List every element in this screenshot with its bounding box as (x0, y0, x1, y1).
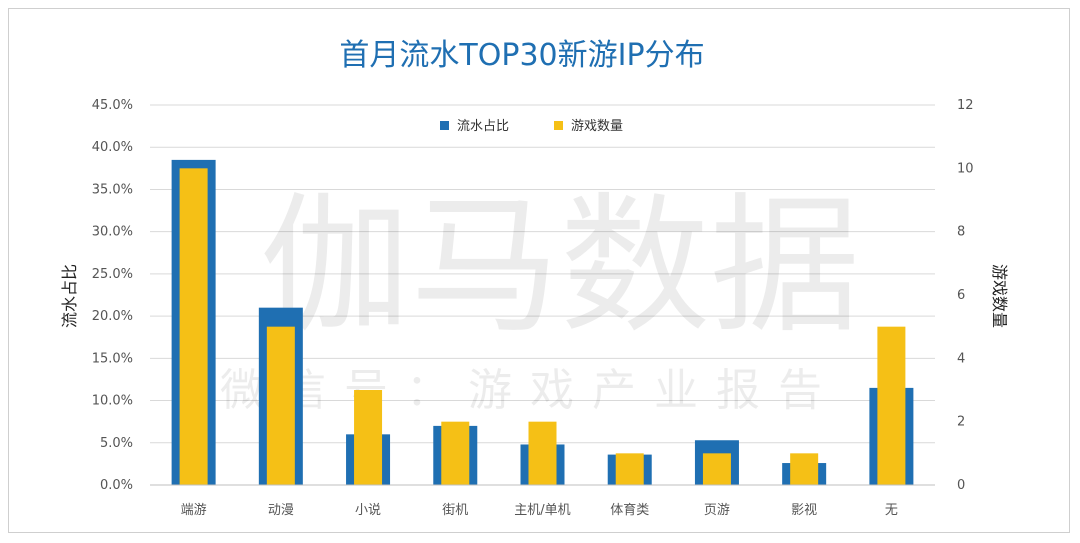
y-tick-label: 0.0% (100, 478, 133, 493)
bar-game-count (790, 453, 819, 485)
x-tick-label: 小说 (355, 503, 381, 518)
legend-swatch-flow-share (440, 121, 449, 130)
x-tick-label: 街机 (442, 503, 468, 518)
bar-game-count (179, 168, 208, 486)
y2-tick-label: 2 (957, 415, 965, 430)
y2-tick-label: 6 (957, 288, 965, 303)
y-tick-label: 40.0% (92, 140, 133, 155)
x-tick-label: 影视 (791, 503, 817, 518)
y-tick-label: 10.0% (92, 394, 133, 409)
bar-game-count (615, 453, 644, 485)
y-tick-label: 30.0% (92, 225, 133, 240)
y2-tick-label: 8 (957, 225, 965, 240)
watermark-main: 伽马数据 (260, 180, 860, 354)
bar-game-count (528, 421, 557, 485)
bar-game-count (441, 421, 470, 485)
y-tick-label: 25.0% (92, 267, 133, 282)
y2-tick-label: 10 (957, 161, 974, 176)
legend-label-game-count: 游戏数量 (571, 119, 623, 134)
y-tick-label: 15.0% (92, 351, 133, 366)
y-axis-title: 流水占比 (60, 264, 79, 328)
watermark-sub: 微信号：游戏产业报告 (220, 365, 840, 416)
x-tick-label: 动漫 (268, 503, 294, 518)
bars (171, 159, 914, 486)
bar-game-count (354, 390, 383, 485)
category-axis-ticks: 端游 动漫 小说 街机 主机/单机 体育类 页游 影视 无 (181, 502, 898, 518)
x-tick-label: 体育类 (610, 502, 649, 518)
y-tick-label: 20.0% (92, 309, 133, 324)
right-axis-ticks: 0 2 4 6 8 10 12 (957, 98, 974, 493)
y-tick-label: 5.0% (100, 436, 133, 451)
x-tick-label: 无 (885, 503, 898, 518)
y2-axis-title: 游戏数量 (990, 264, 1009, 328)
legend-label-flow-share: 流水占比 (457, 119, 509, 134)
x-tick-label: 端游 (181, 503, 207, 518)
legend: 流水占比 游戏数量 (440, 119, 623, 134)
legend-swatch-game-count (554, 121, 563, 130)
y-tick-label: 35.0% (92, 182, 133, 197)
chart-title: 首月流水TOP30新游IP分布 (339, 38, 704, 73)
y2-tick-label: 0 (957, 478, 965, 493)
y2-tick-label: 4 (957, 351, 965, 366)
y-tick-label: 45.0% (92, 98, 133, 113)
bar-game-count (877, 326, 906, 485)
watermark: 伽马数据 微信号：游戏产业报告 (220, 180, 860, 416)
bar-game-count (702, 453, 731, 485)
x-tick-label: 主机/单机 (514, 503, 570, 518)
x-tick-label: 页游 (704, 503, 730, 518)
bar-game-count (266, 326, 295, 485)
left-axis-ticks: 0.0% 5.0% 10.0% 15.0% 20.0% 25.0% 30.0% 35.0% 40… (92, 98, 133, 493)
y2-tick-label: 12 (957, 98, 974, 113)
